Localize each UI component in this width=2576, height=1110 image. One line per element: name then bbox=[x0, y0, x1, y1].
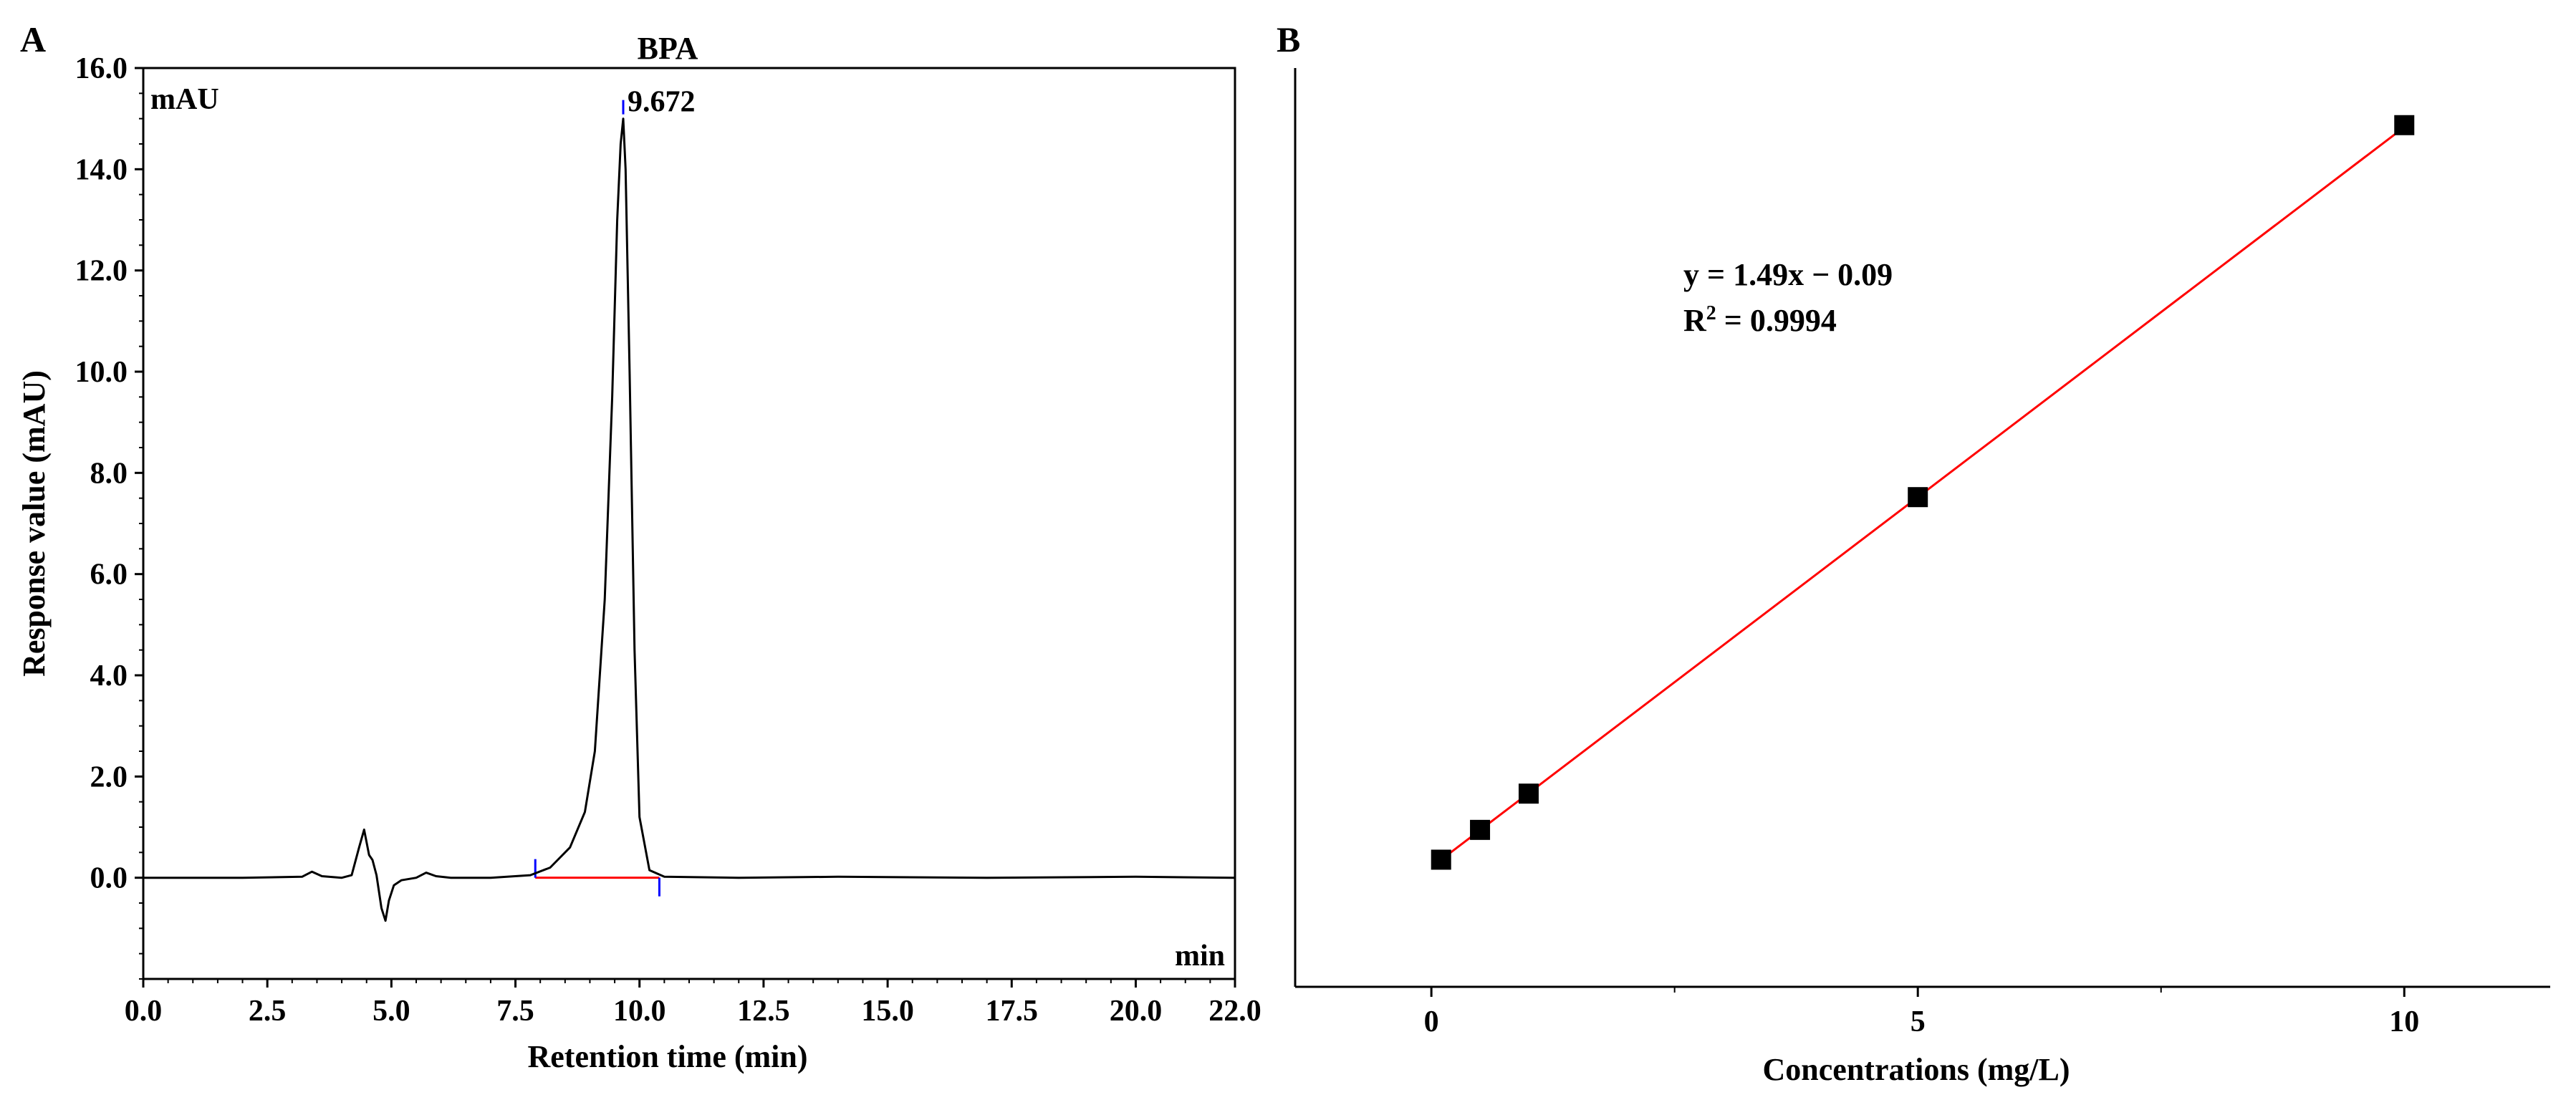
data-point bbox=[1518, 783, 1539, 804]
x-tick-label: 12.5 bbox=[737, 995, 790, 1028]
calibration-panel: B 0 5 10 y = 1.49x − 0.09 R2 = 0.9994 Conc… bbox=[1277, 19, 2550, 1087]
panel-a-label: A bbox=[20, 19, 46, 59]
y-tick-label: 0.0 bbox=[90, 862, 128, 895]
x-tick-label: 7.5 bbox=[496, 995, 534, 1028]
chart-a-plot-frame bbox=[142, 67, 1236, 980]
x-tick-label: 0 bbox=[1424, 1005, 1439, 1038]
x-tick-label: 10.0 bbox=[613, 995, 666, 1028]
chart-a-y-axis-title: Response value (mAU) bbox=[16, 370, 52, 677]
data-point bbox=[1431, 849, 1451, 870]
x-tick-label: 5 bbox=[1911, 1005, 1926, 1038]
chart-a-y-ticks: 0.0 2.0 4.0 6.0 8.0 10.0 12.0 14.0 16.0 bbox=[75, 52, 143, 980]
peak-label: 9.672 bbox=[628, 86, 696, 119]
x-tick-label: 17.5 bbox=[986, 995, 1039, 1028]
x-tick-label: 0.0 bbox=[125, 995, 163, 1028]
chart-b-x-ticks: 0 5 10 bbox=[1424, 987, 2419, 1038]
x-tick-label: 5.0 bbox=[373, 995, 410, 1028]
y-tick-label: 10.0 bbox=[75, 356, 128, 389]
x-tick-label: 10 bbox=[2389, 1005, 2419, 1038]
chart-a-x-ticks: 0.0 2.5 5.0 7.5 10.0 12.5 15.0 17.5 20.0 22.0 bbox=[125, 979, 1261, 1028]
y-tick-label: 6.0 bbox=[90, 559, 128, 592]
chart-b-r-squared: R2 = 0.9994 bbox=[1683, 302, 1837, 338]
chart-b-fit-equation: y = 1.49x − 0.09 bbox=[1683, 257, 1893, 292]
y-tick-label: 14.0 bbox=[75, 153, 128, 186]
r2-prefix: R bbox=[1683, 303, 1707, 338]
data-point bbox=[2394, 115, 2415, 135]
y-tick-label: 2.0 bbox=[90, 761, 128, 793]
data-point bbox=[1908, 487, 1928, 508]
data-point bbox=[1470, 819, 1491, 840]
x-tick-label: 2.5 bbox=[249, 995, 287, 1028]
chart-a-x-unit: min bbox=[1175, 940, 1225, 973]
x-tick-label: 15.0 bbox=[861, 995, 914, 1028]
r2-superscript: 2 bbox=[1706, 302, 1716, 324]
y-tick-label: 16.0 bbox=[75, 52, 128, 85]
chart-a-x-axis-title: Retention time (min) bbox=[527, 1039, 807, 1074]
x-tick-label: 20.0 bbox=[1110, 995, 1163, 1028]
y-tick-label: 4.0 bbox=[90, 660, 128, 692]
chart-a-y-unit: mAU bbox=[150, 83, 219, 116]
panel-b-label: B bbox=[1277, 19, 1300, 59]
y-tick-label: 12.0 bbox=[75, 255, 128, 288]
chart-b-x-axis-title: Concentrations (mg/L) bbox=[1763, 1052, 2070, 1087]
chart-a-title: BPA bbox=[638, 31, 698, 66]
chromatogram-panel: A BPA mAU min 0.0 2.0 4.0 6.0 8.0 10.0 12.0 14.… bbox=[16, 19, 1261, 1074]
chart-b-marks bbox=[1431, 115, 2415, 870]
x-tick-label: 22.0 bbox=[1208, 995, 1261, 1028]
r2-value: = 0.9994 bbox=[1716, 303, 1837, 338]
chart-a-marks: 9.672 bbox=[143, 86, 1236, 922]
y-tick-label: 8.0 bbox=[90, 457, 128, 490]
chromatogram-line bbox=[143, 117, 1236, 922]
